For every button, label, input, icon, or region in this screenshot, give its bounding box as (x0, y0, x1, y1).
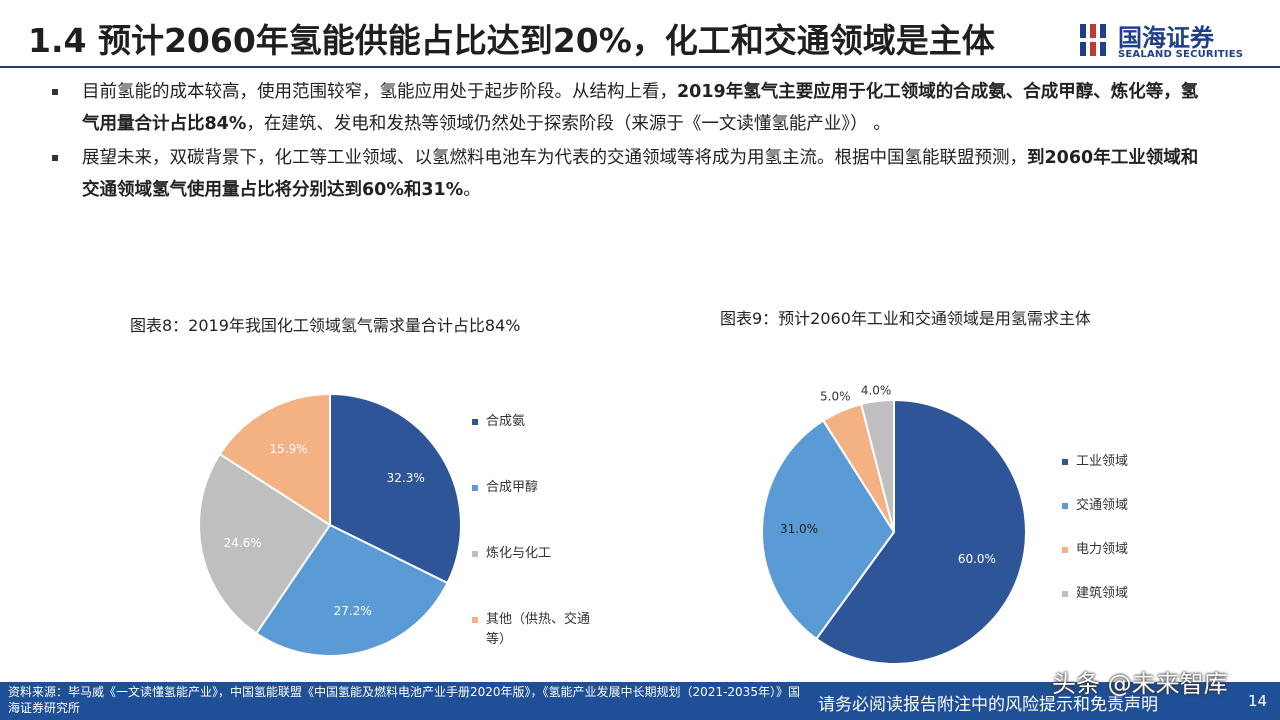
legend-label: 合成甲醇 (486, 480, 539, 495)
slice-data-label: 4.0% (861, 384, 892, 398)
bullet-text: 展望未来，双碳背景下，化工等工业领域、以氢燃料电池车为代表的交通领域等将成为用氢… (82, 148, 1027, 168)
page-title: 1.4 预计2060年氢能供能占比达到20%，化工和交通领域是主体 (28, 21, 995, 60)
legend-label: 等） (486, 632, 513, 647)
legend-label: 其他（供热、交通 (486, 612, 591, 627)
bullet-marker (52, 155, 58, 161)
bullet-text: ，在建筑、发电和发热等领域仍然处于探索阶段（来源于《一文读懂氢能产业》） 。 (246, 114, 891, 134)
bullet-list: 目前氢能的成本较高，使用范围较窄，氢能应用处于起步阶段。从结构上看，2019年氢… (52, 76, 1208, 208)
slice-data-label: 31.0% (780, 522, 818, 536)
pie-chart-2060: 60.0% 31.0% 5.0% 4.0% (761, 384, 1027, 665)
legend-swatch (1062, 503, 1068, 509)
slice-data-label: 5.0% (820, 389, 851, 403)
chart-title: 图表8：2019年我国化工领域氢气需求量合计占比84% (130, 316, 521, 335)
legend-item: 炼化与化工 (472, 544, 652, 564)
legend-label: 建筑领域 (1076, 586, 1129, 601)
pie-slice (254, 523, 449, 657)
legend-item: 合成甲醇 (472, 478, 652, 498)
bullet-text: 目前氢能的成本较高，使用范围较窄，氢能应用处于起步阶段。从结构上看， (82, 82, 677, 102)
watermark: 头条 @未来智库 (1052, 670, 1228, 698)
legend-swatch (472, 485, 478, 491)
source-note: 资料来源：毕马威《一文读懂氢能产业》，中国氢能联盟《中国氢能及燃料电池产业手册2… (8, 685, 800, 715)
legend-swatch (1062, 591, 1068, 597)
disclaimer-note: 请务必阅读报告附注中的风险提示和免责声明 (818, 695, 1158, 715)
legend-item: 工业领域 (1062, 452, 1182, 472)
pie-chart-2019: 32.3% 27.2% 24.6% 15.9% (198, 392, 462, 657)
slice-data-label: 32.3% (387, 471, 425, 485)
legend-swatch (472, 419, 478, 425)
logo-english-name: SEALAND SECURITIES (1118, 49, 1244, 60)
pie-slice (815, 398, 1027, 665)
legend-item: 合成氨 (472, 412, 652, 432)
legend-swatch (472, 617, 478, 623)
bullet-text: 。 (463, 180, 481, 200)
page-number: 14 (1248, 692, 1268, 710)
legend-item: 交通领域 (1062, 496, 1182, 516)
bullet-item: 目前氢能的成本较高，使用范围较窄，氢能应用处于起步阶段。从结构上看，2019年氢… (52, 76, 1208, 140)
legend-label: 交通领域 (1076, 498, 1129, 513)
pie-slice (761, 419, 896, 641)
bullet-text-bold: 2019年氢气主要应用于化工领域的合成氨、合成甲醇、炼化等，氢气用量合计占比84… (82, 82, 1199, 134)
bullet-text-bold: 到2060年工业领域和交通领域氢气使用量占比将分别达到60%和31% (82, 148, 1199, 200)
slice-data-label: 27.2% (334, 604, 372, 618)
title-divider (0, 66, 1280, 68)
slice-data-label: 60.0% (958, 552, 996, 566)
logo-mark-icon (1078, 24, 1110, 56)
company-logo: 国海证券 SEALAND SECURITIES (1078, 18, 1258, 64)
legend-item: 建筑领域 (1062, 584, 1182, 604)
pie-slice (198, 452, 332, 635)
pie-slice (218, 392, 331, 527)
chart-title: 图表9：预计2060年工业和交通领域是用氢需求主体 (720, 309, 1091, 328)
legend-swatch (1062, 459, 1068, 465)
pie-slice (329, 392, 462, 585)
pie-slice (859, 398, 895, 533)
legend-label: 电力领域 (1076, 542, 1129, 557)
legend-item: 电力领域 (1062, 540, 1182, 560)
slice-data-label: 24.6% (224, 536, 262, 550)
chart-legend: 工业领域交通领域电力领域建筑领域 (1062, 452, 1182, 628)
legend-label: 合成氨 (486, 414, 526, 429)
legend-swatch (1062, 547, 1068, 553)
legend-swatch (472, 551, 478, 557)
footer-bar (0, 682, 1280, 720)
chart-legend: 合成氨合成甲醇炼化与化工其他（供热、交通 等） (472, 412, 652, 676)
slice-data-label: 15.9% (270, 442, 308, 456)
bullet-item: 展望未来，双碳背景下，化工等工业领域、以氢燃料电池车为代表的交通领域等将成为用氢… (52, 142, 1208, 206)
legend-label: 工业领域 (1076, 454, 1129, 469)
bullet-marker (52, 89, 58, 95)
logo-name: 国海证券 (1118, 24, 1214, 52)
legend-label: 炼化与化工 (486, 546, 552, 561)
legend-item: 其他（供热、交通 等） (472, 610, 652, 650)
